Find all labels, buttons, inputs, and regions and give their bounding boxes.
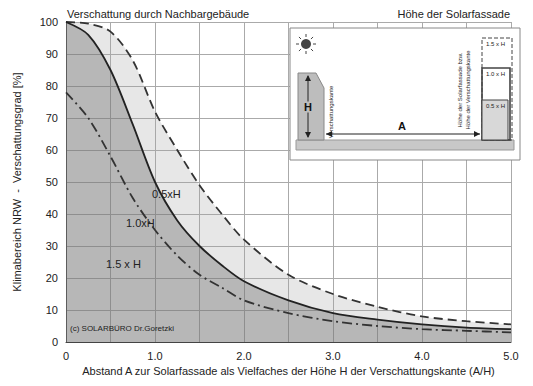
svg-text:Klimabereich NRW - Verschatt: Klimabereich NRW - Verschattungsgrad [%] bbox=[11, 72, 23, 291]
svg-text:Höhe der Solarfassade: Höhe der Solarfassade bbox=[397, 8, 510, 20]
svg-text:0: 0 bbox=[52, 336, 58, 348]
svg-text:40: 40 bbox=[46, 208, 58, 220]
svg-text:0.5 x H: 0.5 x H bbox=[486, 103, 505, 109]
svg-text:(c) SOLARBÜRO Dr.Goretzki: (c) SOLARBÜRO Dr.Goretzki bbox=[70, 324, 174, 333]
svg-text:2.0: 2.0 bbox=[236, 350, 251, 362]
svg-text:Abstand A zur Solarfassade als: Abstand A zur Solarfassade als Vielfache… bbox=[82, 365, 495, 377]
svg-text:Verschattung durch Nachbargebä: Verschattung durch Nachbargebäude bbox=[67, 8, 249, 20]
svg-text:1.5 x H: 1.5 x H bbox=[106, 258, 141, 270]
svg-text:Verschattungskante: Verschattungskante bbox=[328, 85, 334, 138]
svg-text:20: 20 bbox=[46, 272, 58, 284]
svg-text:1.0xH: 1.0xH bbox=[126, 217, 155, 229]
svg-text:90: 90 bbox=[46, 48, 58, 60]
svg-text:80: 80 bbox=[46, 80, 58, 92]
svg-text:50: 50 bbox=[46, 176, 58, 188]
svg-text:100: 100 bbox=[40, 16, 58, 28]
svg-text:3.0: 3.0 bbox=[325, 350, 340, 362]
svg-text:1.0 x H: 1.0 x H bbox=[486, 71, 505, 77]
svg-text:0: 0 bbox=[63, 350, 69, 362]
svg-text:1.0: 1.0 bbox=[147, 350, 162, 362]
svg-text:Höhe der Solarfassade bzw.: Höhe der Solarfassade bzw. bbox=[457, 52, 463, 127]
svg-text:10: 10 bbox=[46, 304, 58, 316]
svg-text:1.5 x H: 1.5 x H bbox=[486, 41, 505, 47]
svg-text:Höhe der Verschattungskante: Höhe der Verschattungskante bbox=[465, 50, 471, 130]
svg-text:0.5xH: 0.5xH bbox=[152, 188, 181, 200]
svg-text:70: 70 bbox=[46, 112, 58, 124]
svg-text:30: 30 bbox=[46, 240, 58, 252]
svg-text:5.0: 5.0 bbox=[503, 350, 518, 362]
svg-text:A: A bbox=[398, 120, 406, 132]
svg-text:60: 60 bbox=[46, 144, 58, 156]
svg-text:H: H bbox=[304, 101, 312, 113]
svg-text:4.0: 4.0 bbox=[414, 350, 429, 362]
